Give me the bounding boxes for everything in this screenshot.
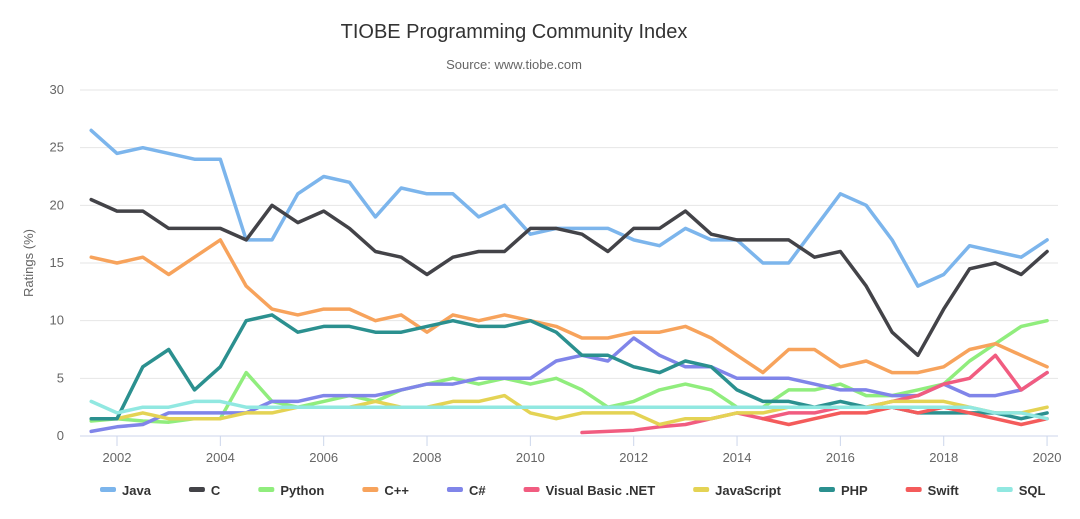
- legend-swatch: [446, 487, 463, 492]
- legend-item[interactable]: Visual Basic .NET: [523, 483, 656, 498]
- legend-swatch: [818, 487, 835, 492]
- y-tick-label: 0: [57, 428, 64, 443]
- legend-item[interactable]: C++: [362, 483, 409, 498]
- series-line-javascript: [89, 393, 1049, 427]
- legend-label: SQL: [1019, 483, 1046, 498]
- x-tick-label: 2018: [929, 450, 958, 465]
- legend-label: Swift: [928, 483, 960, 498]
- legend-item[interactable]: Python: [258, 483, 324, 498]
- series-line-c: [89, 197, 1049, 358]
- y-tick-label: 25: [50, 140, 64, 155]
- x-tick-label: 2004: [206, 450, 235, 465]
- chart-title: TIOBE Programming Community Index: [341, 21, 688, 43]
- legend-item[interactable]: C: [188, 483, 221, 498]
- legend-swatch: [693, 487, 710, 492]
- x-tick-label: 2016: [826, 450, 855, 465]
- legend-swatch: [258, 487, 275, 492]
- x-tick-label: 2006: [309, 450, 338, 465]
- y-tick-label: 5: [57, 370, 64, 385]
- legend-swatch: [100, 487, 116, 492]
- x-tick-label: 2020: [1033, 450, 1062, 465]
- legend-item[interactable]: C#: [446, 483, 486, 498]
- y-tick-label: 30: [50, 82, 64, 97]
- chart-subtitle: Source: www.tiobe.com: [446, 57, 582, 72]
- x-tick-label: 2002: [103, 450, 132, 465]
- series-line-c-: [89, 336, 1049, 434]
- legend-label: Python: [280, 483, 324, 498]
- legend-item[interactable]: Swift: [905, 483, 960, 498]
- y-tick-label: 20: [50, 197, 64, 212]
- legend-item[interactable]: Java: [100, 483, 152, 498]
- legend-item[interactable]: JavaScript: [693, 483, 782, 498]
- legend-label: Java: [122, 483, 152, 498]
- legend-label: C: [211, 483, 221, 498]
- series-line-c-: [89, 238, 1049, 375]
- legend-item[interactable]: PHP: [818, 483, 868, 498]
- legend-label: PHP: [841, 483, 868, 498]
- legend-item[interactable]: SQL: [996, 483, 1046, 498]
- legend-label: JavaScript: [715, 483, 781, 498]
- x-tick-label: 2014: [723, 450, 752, 465]
- series-line-swift: [761, 405, 1049, 427]
- y-tick-label: 10: [50, 313, 64, 328]
- series-line-visual-basic-net: [580, 353, 1049, 435]
- x-tick-label: 2010: [516, 450, 545, 465]
- legend-swatch: [188, 487, 205, 492]
- y-axis-label: Ratings (%): [21, 229, 36, 297]
- legend-swatch: [523, 487, 540, 492]
- legend-swatch: [905, 487, 922, 492]
- y-tick-label: 15: [50, 255, 64, 270]
- legend-swatch: [996, 487, 1013, 492]
- x-tick-label: 2012: [619, 450, 648, 465]
- x-tick-label: 2008: [413, 450, 442, 465]
- legend-label: C++: [384, 483, 409, 498]
- legend-label: Visual Basic .NET: [546, 483, 656, 498]
- legend-swatch: [362, 487, 379, 492]
- series-line-java: [89, 128, 1049, 288]
- legend-label: C#: [469, 483, 486, 498]
- series-line-sql: [89, 399, 1049, 421]
